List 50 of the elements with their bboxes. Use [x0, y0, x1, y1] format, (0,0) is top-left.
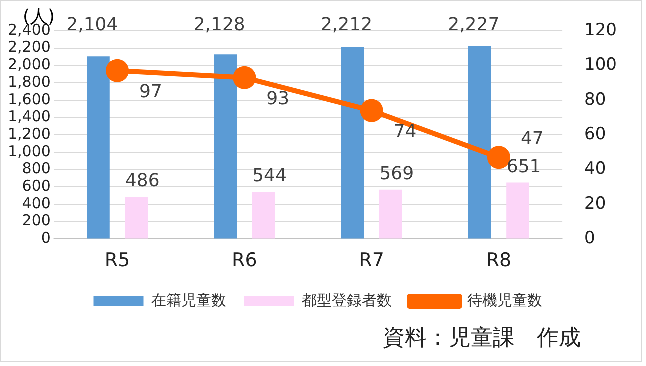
data-label: 2,104	[66, 14, 118, 36]
y-tick-label: 0	[41, 229, 51, 248]
y2-tick-label: 120	[584, 20, 618, 40]
point	[233, 66, 256, 90]
data-label: 2,128	[194, 14, 246, 36]
bar	[379, 190, 402, 239]
legend-label: 都型登録者数	[302, 291, 392, 310]
y-tick-label: 1,600	[8, 90, 51, 108]
y2-tick-label: 80	[584, 90, 606, 110]
data-label: 486	[125, 170, 160, 192]
legend-label: 在籍児童数	[151, 291, 226, 310]
y2-tick-label: 20	[584, 194, 606, 214]
bar	[341, 47, 364, 239]
data-label: 93	[266, 88, 290, 110]
bar	[468, 46, 492, 239]
bar	[506, 182, 530, 239]
data-label: 569	[380, 164, 414, 185]
data-label: 74	[394, 121, 417, 142]
data-label: 651	[506, 156, 542, 178]
data-label: 2,212	[320, 14, 373, 36]
y-tick-label: 2,000	[8, 56, 51, 74]
x-tick-label: R7	[359, 250, 384, 272]
data-label: 2,227	[448, 14, 500, 36]
text: 資料：児童課 作成	[383, 325, 581, 353]
bar	[214, 54, 238, 239]
bar	[125, 197, 148, 239]
x-tick-label: R5	[104, 250, 130, 272]
data-label: 47	[520, 128, 544, 150]
y-tick-label: 1,000	[8, 142, 51, 160]
bar	[87, 56, 110, 239]
legend-label: 待機児童数	[467, 291, 542, 310]
y-tick-label: 800	[22, 160, 51, 178]
point	[360, 99, 384, 122]
data-label: 97	[140, 82, 162, 103]
y2-tick-label: 0	[584, 228, 596, 249]
y-tick-label: 1,400	[8, 108, 51, 126]
y2-tick-label: 100	[584, 55, 618, 76]
y-tick-label: 2,200	[8, 38, 51, 56]
y-tick-label: 600	[22, 177, 51, 196]
point	[106, 59, 130, 82]
y2-tick-label: 60	[584, 124, 606, 145]
y-tick-label: 1,800	[8, 72, 51, 91]
bar	[252, 192, 276, 239]
x-tick-label: R8	[486, 250, 512, 272]
x-tick-label: R6	[232, 250, 258, 272]
y-tick-label: 1,200	[8, 124, 51, 143]
y-tick-label: 400	[22, 194, 51, 212]
data-label: 544	[252, 166, 287, 187]
y2-tick-label: 40	[584, 159, 606, 180]
y-tick-label: 200	[22, 212, 51, 230]
